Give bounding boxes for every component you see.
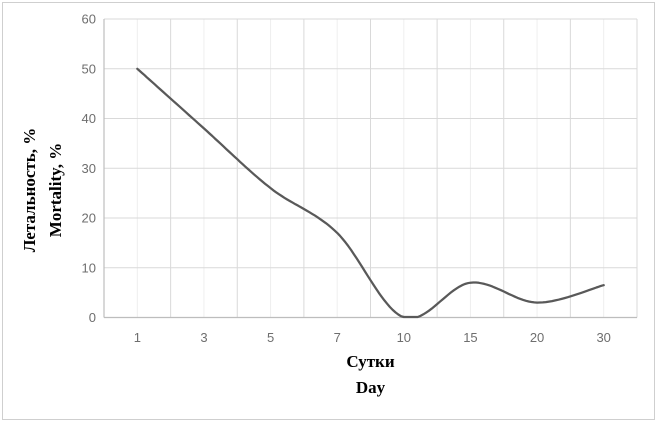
x-axis-title-line-ru: Сутки	[346, 352, 395, 371]
x-tick-label: 30	[596, 330, 610, 345]
x-tick-label: 1	[134, 330, 141, 345]
y-axis-title-line-ru: Летальность, %	[20, 127, 39, 253]
x-tick-label: 7	[334, 330, 341, 345]
y-tick-label: 40	[82, 111, 96, 126]
x-tick-label: 10	[397, 330, 411, 345]
x-tick-label: 5	[267, 330, 274, 345]
y-tick-label: 20	[82, 211, 96, 226]
x-axis-title: Сутки Day	[104, 349, 637, 401]
y-axis-title-line-en: Mortality, %	[46, 142, 65, 238]
y-tick-label: 60	[82, 12, 96, 27]
y-tick-label: 50	[82, 61, 96, 76]
mortality-curve	[136, 67, 605, 319]
y-tick-label: 30	[82, 161, 96, 176]
y-tick-label: 10	[82, 260, 96, 275]
x-tick-label: 15	[463, 330, 477, 345]
y-tick-label: 0	[89, 310, 96, 325]
y-axis-title: Летальность, % Mortality, %	[17, 128, 69, 253]
x-axis-title-line-en: Day	[355, 378, 386, 397]
x-tick-label: 3	[200, 330, 207, 345]
x-tick-label: 20	[530, 330, 544, 345]
